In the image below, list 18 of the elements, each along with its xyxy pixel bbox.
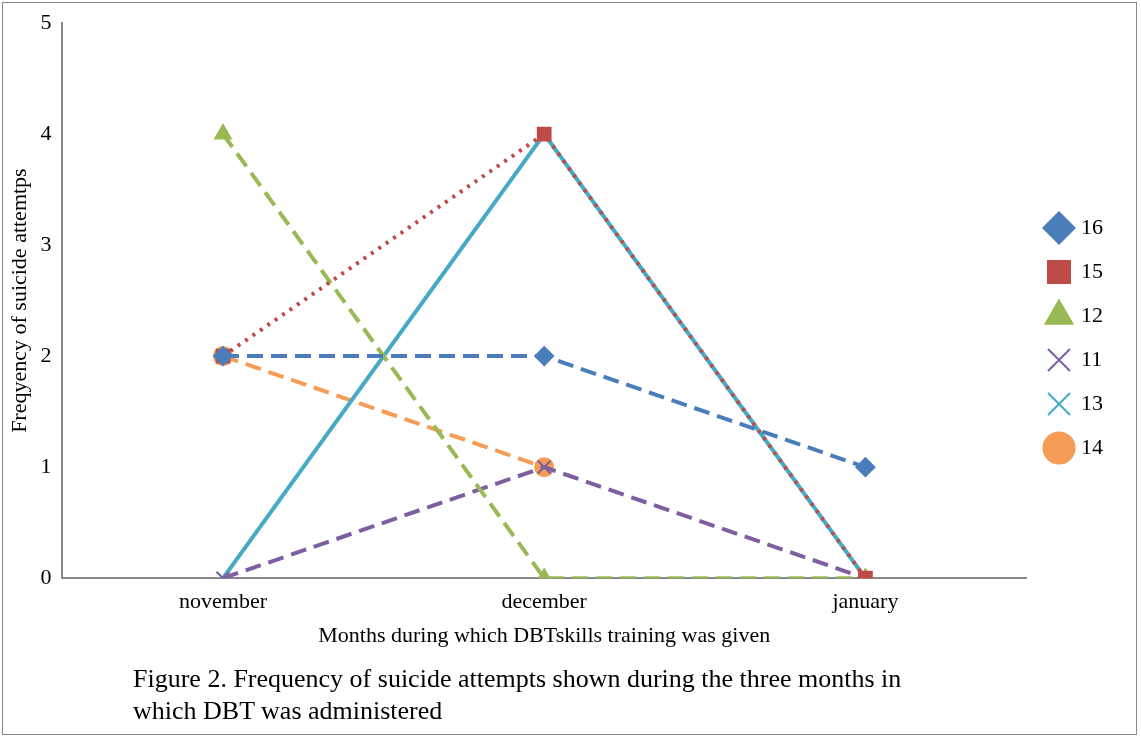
caption: Figure 2. Frequency of suicide attempts shown during the three months in which DBT was administered xyxy=(133,663,903,727)
x-tick-label: november xyxy=(179,588,268,614)
legend-label: 13 xyxy=(1081,389,1103,415)
y-tick-label: 5 xyxy=(40,8,52,34)
legend-label: 14 xyxy=(1081,433,1103,459)
legend-label: 11 xyxy=(1081,345,1103,371)
x-tick-label: january xyxy=(831,588,899,614)
y-tick-label: 3 xyxy=(40,230,52,256)
x-tick-label: december xyxy=(501,588,588,614)
legend-label: 15 xyxy=(1081,257,1103,283)
y-tick-label: 1 xyxy=(40,452,52,478)
y-tick-label: 2 xyxy=(40,341,52,367)
y-tick-label: 4 xyxy=(40,119,52,145)
y-tick-label: 0 xyxy=(40,563,52,589)
x-axis-title: Months during which DBTskills training was given xyxy=(318,621,771,647)
legend-label: 16 xyxy=(1081,213,1103,239)
legend-label: 12 xyxy=(1081,301,1103,327)
y-axis-title: Freqyency of suicide attemtps xyxy=(5,168,31,433)
